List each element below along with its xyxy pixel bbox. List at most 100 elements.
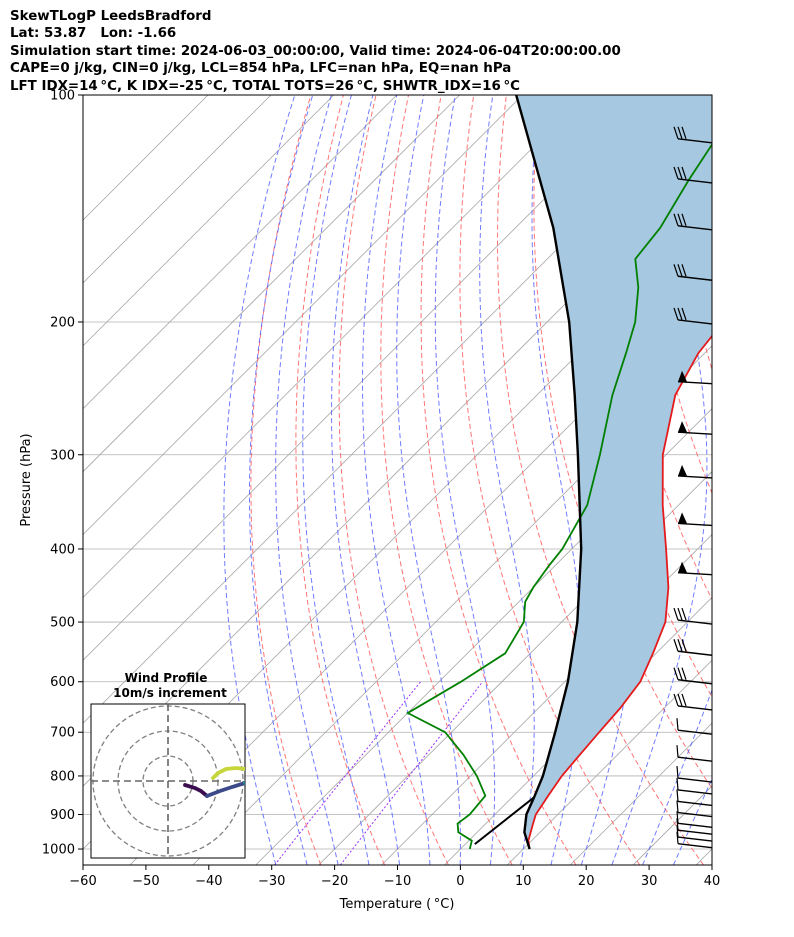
isotherm-line xyxy=(83,95,460,473)
wind-barb-staff xyxy=(677,650,713,656)
wind-barb-flag xyxy=(673,667,679,680)
dry-adiabat-line xyxy=(295,95,386,865)
wind-barb-staff xyxy=(677,777,713,783)
wind-barb-flag xyxy=(677,607,683,621)
wind-barb-flag xyxy=(673,307,679,321)
moist-adiabat-line xyxy=(672,777,712,865)
wind-barb-flag xyxy=(673,693,679,707)
wind-barb-pennant xyxy=(678,370,687,382)
wind-barb-flag xyxy=(676,800,679,813)
isotherm-line xyxy=(507,659,712,865)
wind-barb-flag xyxy=(681,693,687,707)
x-axis-tick-label: 10 xyxy=(515,874,532,889)
wind-barb-flag xyxy=(673,213,679,226)
wind-barb-staff xyxy=(677,431,713,435)
hodograph-trace xyxy=(211,766,245,780)
x-axis-tick-label: −50 xyxy=(132,874,159,889)
inset-subtitle: 10m/s increment xyxy=(113,686,227,700)
x-axis-tick-label: −10 xyxy=(384,874,411,889)
wind-barb-staff xyxy=(677,729,713,735)
dry-adiabat-line xyxy=(767,95,794,865)
wind-barb-staff xyxy=(677,843,713,849)
moist-adiabat-line xyxy=(611,95,708,865)
wind-barb-flag xyxy=(677,639,683,652)
y-axis-tick-label: 700 xyxy=(50,726,75,741)
wind-barb-flag xyxy=(673,166,679,180)
y-axis-label: Pressure (hPa) xyxy=(19,433,34,526)
wind-barb-flag xyxy=(681,307,687,321)
wind-barb-staff xyxy=(677,619,713,625)
moist-adiabat-line xyxy=(531,95,582,865)
x-axis-tick-label: 40 xyxy=(704,874,721,889)
wind-barb-flag xyxy=(681,667,687,680)
moist-adiabat-line xyxy=(642,688,712,865)
wind-barb-staff xyxy=(677,138,713,144)
wind-barb-staff xyxy=(677,380,713,385)
wind-profile-inset: Wind Profile 10m/s increment xyxy=(90,671,246,859)
hodograph-trace xyxy=(183,783,209,798)
wind-barb-staff xyxy=(677,811,713,818)
moist-adiabat-line xyxy=(434,95,496,865)
x-axis-tick-label: −20 xyxy=(321,874,348,889)
y-axis-tick-label: 100 xyxy=(50,89,75,104)
wind-barb-staff xyxy=(677,225,713,231)
dry-adiabat-line xyxy=(420,95,577,865)
wind-barb-staff xyxy=(677,789,713,795)
wind-barb-flag xyxy=(676,718,679,731)
dry-adiabat-line xyxy=(734,95,794,865)
wind-barb-flag xyxy=(681,264,687,277)
wind-barb-staff xyxy=(677,822,713,828)
mixing-ratio-line xyxy=(274,681,421,865)
moist-adiabat-line xyxy=(362,95,431,865)
wind-barb-pennant xyxy=(678,464,687,476)
wind-barb-pennant xyxy=(678,421,687,433)
title-line-1: SkewTLogP LeedsBradford xyxy=(10,9,212,24)
dry-adiabat-line xyxy=(250,95,322,865)
wind-barb-flag xyxy=(676,811,679,824)
wind-barb-flag xyxy=(673,264,679,277)
moist-adiabat-line xyxy=(396,95,461,865)
wind-barb-staff xyxy=(677,319,713,325)
x-axis-tick-label: −60 xyxy=(69,874,96,889)
isotherm-line xyxy=(83,95,335,347)
dry-adiabat-line xyxy=(701,95,712,201)
wind-barb-staff xyxy=(677,275,713,281)
wind-barb-flag xyxy=(676,789,679,802)
y-axis-tick-label: 1000 xyxy=(42,843,75,858)
moist-adiabat-line xyxy=(223,95,296,865)
wind-barb-pennant xyxy=(678,512,687,524)
wind-barb-staff xyxy=(677,836,713,842)
x-axis-tick-label: −40 xyxy=(195,874,222,889)
wind-barb-staff xyxy=(677,522,713,527)
wind-barb-flag xyxy=(677,667,683,680)
cape-fill-layer xyxy=(516,95,712,849)
title-line-2: Lat: 53.87 Lon: -1.66 xyxy=(10,26,177,42)
wind-barb-flag xyxy=(677,693,683,707)
series-layer xyxy=(405,95,712,850)
temperature-profile-line xyxy=(527,334,712,850)
parcel-profile-line xyxy=(515,95,583,850)
y-axis-tick-label: 300 xyxy=(50,448,75,463)
wind-barb-pennant xyxy=(678,561,687,573)
dry-adiabat-line xyxy=(338,95,449,865)
isotherm-line xyxy=(83,95,523,536)
moist-adiabat-line xyxy=(302,95,370,865)
wind-barb-flag xyxy=(681,126,687,139)
wind-barb-flag xyxy=(681,213,687,226)
wind-barb-flag xyxy=(681,639,687,652)
wind-barb-flag xyxy=(681,166,687,180)
x-axis-label: Temperature ( °C) xyxy=(339,897,455,912)
isotherm-line xyxy=(83,95,649,661)
isotherm-line xyxy=(83,95,586,598)
y-axis-tick-label: 200 xyxy=(50,315,75,330)
isotherm-line xyxy=(381,533,712,865)
hodograph-plot xyxy=(91,704,245,858)
wind-barb-flag xyxy=(677,166,683,180)
title-line-5: LFT IDX=14 °C, K IDX=-25 °C, TOTAL TOTS=… xyxy=(10,78,521,94)
x-axis-tick-label: 0 xyxy=(456,874,464,889)
wind-barb-flag xyxy=(676,745,679,758)
wind-barb-flag xyxy=(676,765,679,779)
moist-adiabat-line xyxy=(249,95,314,865)
wind-barb-flag xyxy=(681,607,687,621)
